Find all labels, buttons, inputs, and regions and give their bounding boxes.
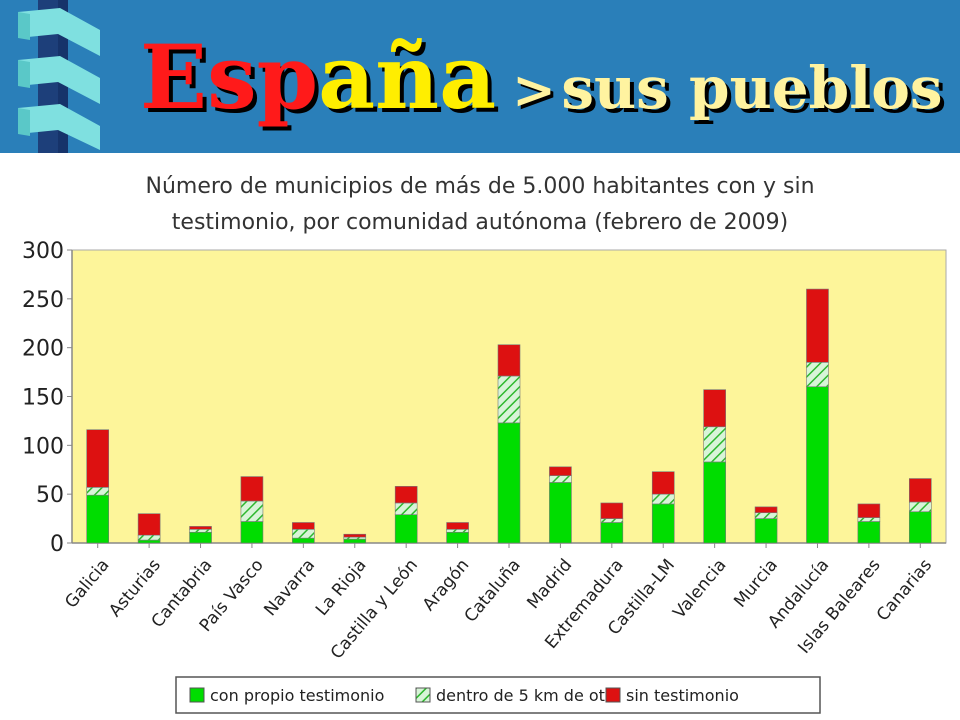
bar-sin-testimonio bbox=[549, 466, 572, 476]
bar-con-propio bbox=[497, 422, 521, 544]
bar-con-propio bbox=[754, 518, 778, 544]
y-tick-label: 100 bbox=[22, 434, 64, 459]
bar-sin-testimonio bbox=[394, 486, 418, 504]
bar-con-propio bbox=[908, 511, 932, 544]
bar-dentro-5km bbox=[908, 501, 932, 513]
bar-dentro-5km bbox=[497, 375, 521, 424]
x-tick-label: Galicia bbox=[61, 555, 113, 612]
x-tick-label: Navarra bbox=[260, 555, 319, 620]
bar-dentro-5km bbox=[651, 493, 675, 505]
y-tick-label: 50 bbox=[36, 483, 64, 508]
bar-con-propio bbox=[549, 482, 572, 544]
legend-label: con propio testimonio bbox=[210, 686, 384, 705]
x-tick-label: Canarias bbox=[873, 555, 936, 625]
x-tick-label: Valencia bbox=[669, 555, 730, 622]
bar-con-propio bbox=[86, 494, 110, 544]
x-tick-label: Aragón bbox=[419, 555, 474, 615]
slide-title: España > sus pueblos bbox=[140, 22, 943, 132]
y-tick-label: 300 bbox=[22, 239, 64, 264]
legend-label: sin testimonio bbox=[626, 686, 739, 705]
bar-sin-testimonio bbox=[292, 522, 315, 530]
bar-con-propio bbox=[600, 522, 624, 544]
bar-con-propio bbox=[189, 531, 212, 544]
bar-con-propio bbox=[703, 461, 726, 544]
ribbon-logo-icon bbox=[18, 0, 100, 153]
bar-dentro-5km bbox=[857, 517, 881, 522]
legend-swatch bbox=[415, 687, 431, 703]
bar-dentro-5km bbox=[600, 518, 624, 523]
bar-con-propio bbox=[394, 514, 418, 544]
x-tick-label: Madrid bbox=[523, 555, 576, 613]
bar-con-propio bbox=[446, 531, 469, 544]
title-part-red: Esp bbox=[140, 25, 319, 129]
title-subtitle: sus pueblos bbox=[561, 54, 943, 122]
chart-title-line-1: Número de municipios de más de 5.000 hab… bbox=[145, 174, 814, 199]
legend-swatch bbox=[189, 687, 205, 703]
bar-dentro-5km bbox=[549, 475, 572, 483]
bar-sin-testimonio bbox=[240, 476, 264, 502]
y-tick-label: 200 bbox=[22, 337, 64, 362]
bar-sin-testimonio bbox=[497, 344, 521, 377]
legend-swatch bbox=[605, 687, 621, 703]
y-tick-label: 0 bbox=[50, 532, 64, 557]
bar-con-propio bbox=[240, 521, 264, 544]
bars-group bbox=[86, 288, 932, 544]
bar-con-propio bbox=[292, 537, 315, 544]
x-tick-label: Murcia bbox=[730, 555, 782, 611]
bar-sin-testimonio bbox=[446, 522, 469, 530]
title-banner: España > sus pueblos bbox=[0, 0, 960, 153]
bar-dentro-5km bbox=[806, 362, 829, 388]
title-part-yellow: aña bbox=[318, 25, 497, 129]
bar-sin-testimonio bbox=[86, 429, 110, 488]
bar-dentro-5km bbox=[703, 426, 726, 463]
bar-dentro-5km bbox=[86, 487, 110, 496]
bar-sin-testimonio bbox=[651, 471, 675, 495]
bar-sin-testimonio bbox=[189, 526, 212, 530]
bar-con-propio bbox=[857, 521, 881, 544]
bar-con-propio bbox=[651, 503, 675, 544]
stacked-bar-chart: Número de municipios de más de 5.000 hab… bbox=[22, 174, 947, 714]
bar-dentro-5km bbox=[394, 502, 418, 515]
bar-sin-testimonio bbox=[137, 513, 161, 536]
bar-sin-testimonio bbox=[343, 533, 367, 538]
y-tick-label: 250 bbox=[22, 288, 64, 313]
bar-sin-testimonio bbox=[600, 502, 624, 519]
bar-sin-testimonio bbox=[908, 478, 932, 503]
bar-sin-testimonio bbox=[754, 506, 778, 514]
legend-label: dentro de 5 km de otro bbox=[436, 686, 621, 705]
chart-title-line-2: testimonio, por comunidad autónoma (febr… bbox=[172, 210, 788, 235]
bar-con-propio bbox=[806, 386, 829, 544]
bar-sin-testimonio bbox=[857, 503, 881, 518]
bar-sin-testimonio bbox=[703, 389, 726, 428]
bar-dentro-5km bbox=[754, 512, 778, 519]
y-tick-label: 150 bbox=[22, 386, 64, 411]
y-axis-ticks: 0 50 100 150 200 250 300 bbox=[22, 239, 72, 557]
bar-dentro-5km bbox=[189, 529, 212, 533]
bar-dentro-5km bbox=[446, 529, 469, 533]
bar-dentro-5km bbox=[137, 534, 161, 541]
bar-dentro-5km bbox=[292, 529, 315, 539]
title-main: España bbox=[140, 25, 496, 129]
legend: con propio testimonio dentro de 5 km de o… bbox=[189, 686, 739, 705]
legend-box bbox=[175, 676, 821, 714]
bar-con-propio bbox=[137, 539, 161, 544]
bar-dentro-5km bbox=[240, 500, 264, 522]
bar-sin-testimonio bbox=[806, 288, 829, 363]
title-separator: > bbox=[512, 60, 556, 121]
bar-con-propio bbox=[343, 538, 367, 544]
